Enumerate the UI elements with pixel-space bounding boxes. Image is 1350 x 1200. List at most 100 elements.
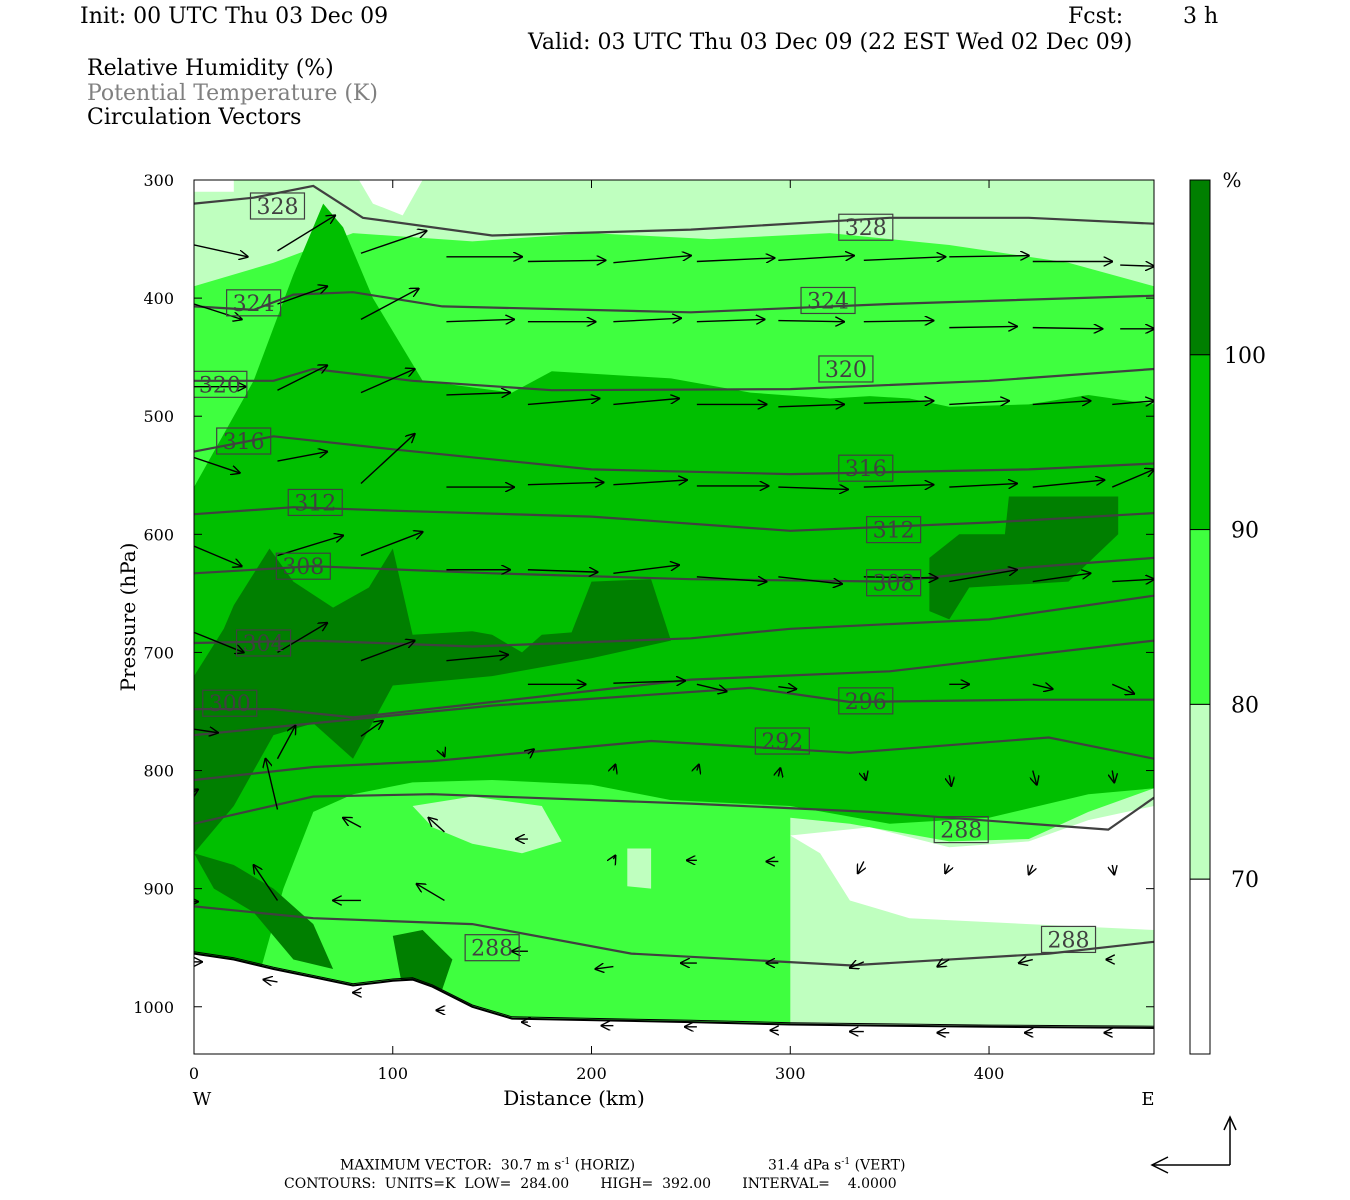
contour-label: 312 xyxy=(294,491,336,516)
contour-label-box xyxy=(226,289,282,317)
y-tick-label: 400 xyxy=(143,289,174,308)
theta-contour-312 xyxy=(194,506,1154,532)
circulation-vector xyxy=(527,482,604,484)
contour-label: 292 xyxy=(761,730,803,755)
colorbar-swatch xyxy=(1189,878,1211,1055)
circulation-vector xyxy=(264,980,278,982)
contour-label: 288 xyxy=(1048,928,1090,953)
circulation-vector xyxy=(360,532,423,557)
circulation-vector xyxy=(595,967,614,969)
theta-contour-320 xyxy=(194,367,1154,392)
contour-label-box xyxy=(838,687,894,715)
colorbar-swatch xyxy=(1189,179,1211,356)
circulation-vector xyxy=(949,401,1009,405)
max-vector-horiz: 30.7 m s xyxy=(500,1157,562,1174)
theta-contour-292 xyxy=(194,736,1154,782)
circulation-vector xyxy=(276,726,295,760)
contour-label: 328 xyxy=(845,216,887,241)
contour-label-box xyxy=(287,488,343,517)
circulation-vector xyxy=(850,962,865,968)
contour-label-box xyxy=(866,569,922,597)
contour-label-box xyxy=(754,727,810,755)
circulation-vector xyxy=(613,565,679,574)
circulation-vector xyxy=(1112,579,1154,581)
circulation-vector xyxy=(1112,770,1114,783)
circulation-vector xyxy=(863,485,934,487)
contour-label-box xyxy=(838,454,894,482)
x-tick-label: 100 xyxy=(377,1064,408,1083)
vector-layer xyxy=(194,215,1154,1032)
circulation-vector xyxy=(949,256,1029,257)
circulation-vector xyxy=(194,456,240,473)
forecast-hour: 3 h xyxy=(1183,4,1219,29)
colorbar-level-label: 90 xyxy=(1231,519,1259,544)
x-tick-label: 400 xyxy=(974,1064,1005,1083)
y-tick-label: 1000 xyxy=(133,998,174,1017)
y-tick-label: 900 xyxy=(143,880,174,899)
theta-contour-300 xyxy=(194,639,1154,719)
x-tick-label: 200 xyxy=(576,1064,607,1083)
max-vector-vert-line: 31.4 dPa s-1 (VERT) xyxy=(768,1157,905,1174)
axes-layer: 300 400 500 600 700 800 900 1000 0 100 200 300 400 W E… xyxy=(116,171,1155,1110)
terrain-line-upper xyxy=(194,951,1154,1027)
circulation-vector xyxy=(446,319,514,321)
contour-label: 312 xyxy=(873,519,915,544)
circulation-vector xyxy=(527,399,600,406)
circulation-vector xyxy=(277,215,335,252)
forecast-label: Fcst: xyxy=(1068,4,1124,29)
contour-label-box xyxy=(1040,925,1097,954)
circulation-vector xyxy=(613,399,679,406)
y-tick-label: 300 xyxy=(143,171,174,190)
circulation-vector xyxy=(527,570,598,572)
horiz-exponent: -1 xyxy=(561,1157,571,1167)
circulation-vector xyxy=(778,576,842,584)
circulation-vector xyxy=(696,683,727,691)
circulation-vector xyxy=(1120,265,1154,266)
circulation-vector xyxy=(613,480,687,485)
circulation-vector xyxy=(277,536,343,557)
circulation-vector xyxy=(613,681,685,683)
rh-region-100-west xyxy=(194,548,671,854)
max-vector-line: MAXIMUM VECTOR: 30.7 m s-1 (HORIZ) xyxy=(340,1157,635,1174)
rh-region-100-low xyxy=(194,853,334,969)
circulation-vector xyxy=(1111,683,1134,693)
circulation-vector xyxy=(277,286,327,305)
colorbar-level-label: 70 xyxy=(1231,868,1259,893)
theta-contour-308 xyxy=(194,556,1154,583)
plot-frame xyxy=(193,179,1155,1055)
x-axis-title: Distance (km) xyxy=(503,1086,645,1110)
contour-label: 320 xyxy=(199,373,241,398)
contour-label-box xyxy=(194,370,248,398)
circulation-vector xyxy=(613,318,681,322)
circulation-vector xyxy=(194,789,198,791)
reference-vector-icon xyxy=(1150,1115,1237,1174)
circulation-vector xyxy=(613,765,615,771)
circulation-vector xyxy=(863,401,934,403)
contour-label-box xyxy=(866,515,922,544)
circulation-vector xyxy=(1032,684,1053,689)
circulation-vector xyxy=(949,570,1017,583)
circulation-vector xyxy=(194,631,244,652)
circulation-vector xyxy=(417,884,445,902)
circulation-vector xyxy=(1019,960,1033,964)
circulation-vector xyxy=(1111,469,1154,488)
circulation-vector xyxy=(360,434,415,485)
colorbar-unit: % xyxy=(1222,168,1241,192)
circulation-vector xyxy=(613,256,691,264)
valid-time: Valid: 03 UTC Thu 03 Dec 09 (22 EST Wed … xyxy=(528,30,1133,55)
circulation-vector xyxy=(446,393,510,395)
circulation-vector xyxy=(1032,401,1091,405)
max-vector-vert: 31.4 dPa s xyxy=(768,1157,842,1174)
contour-label: 300 xyxy=(209,692,251,717)
rh-region-below-70-top xyxy=(359,180,423,216)
circulation-vector xyxy=(254,865,279,901)
circulation-vector xyxy=(360,721,383,737)
contour-label-box xyxy=(249,192,306,220)
contour-label-layer: 328 328 324 324 320 320 316 316 312 312 308 308 304 3… xyxy=(194,192,1097,962)
circulation-vector xyxy=(194,244,248,257)
circulation-vector xyxy=(442,752,444,757)
circulation-vector xyxy=(1112,865,1114,874)
circulation-vector xyxy=(945,865,949,873)
contours-info: CONTOURS: UNITS=K LOW= 284.00 HIGH= 392.… xyxy=(284,1176,897,1192)
circulation-vector xyxy=(778,487,848,489)
